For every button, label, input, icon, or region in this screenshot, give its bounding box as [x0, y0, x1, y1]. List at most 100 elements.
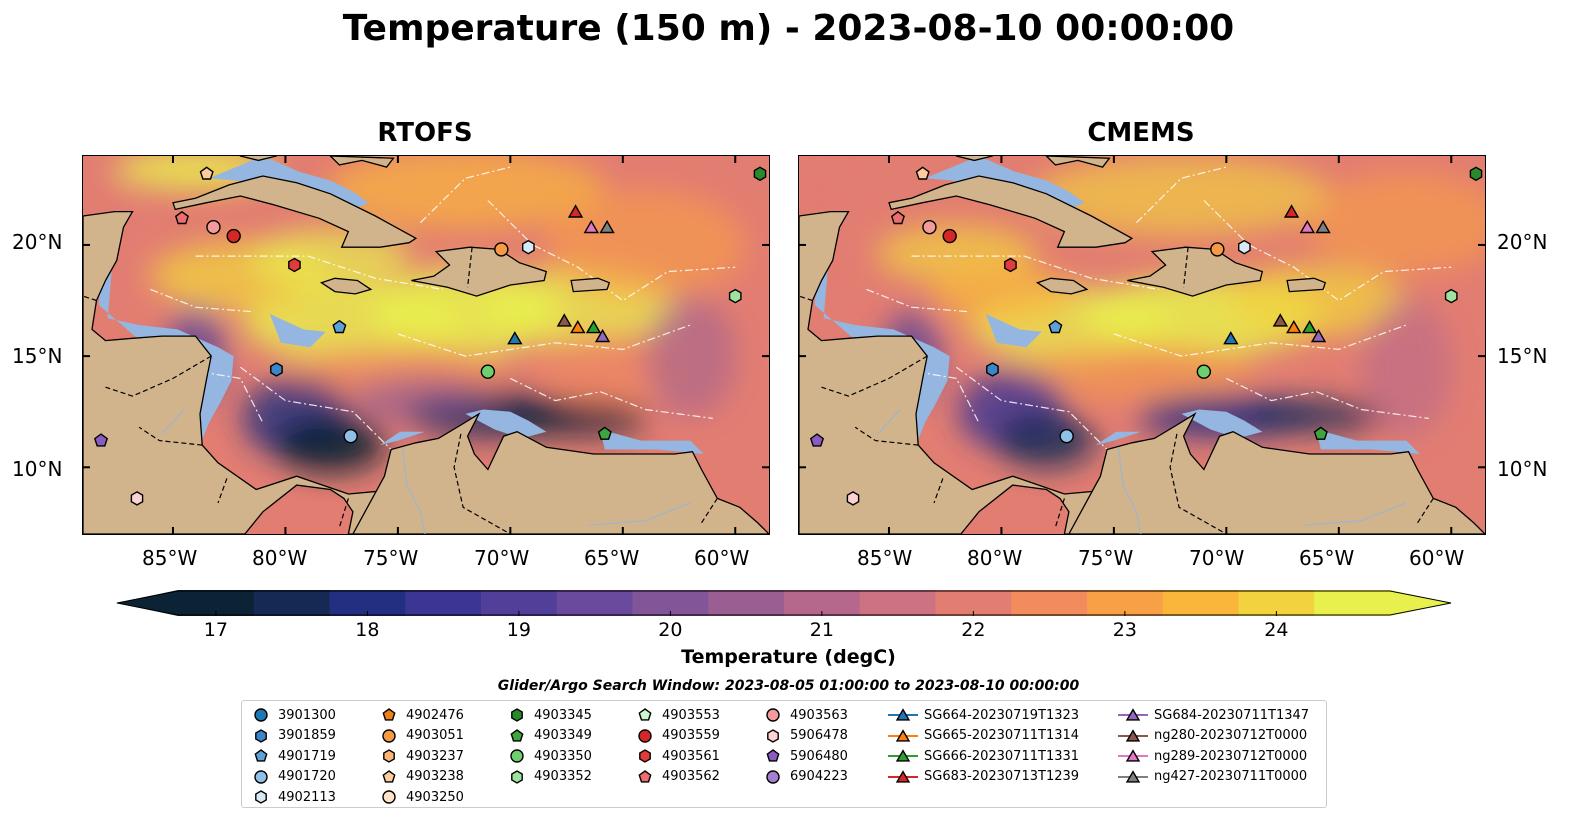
land-centralAmerica — [83, 210, 399, 534]
platform-marker-triangle — [1299, 219, 1316, 234]
colorbar — [116, 590, 1452, 616]
platform-marker-triangle — [599, 219, 615, 234]
platform-marker-hexagon — [753, 166, 767, 182]
legend-column: 4902476 4903051 4903237 4903238 4903250 — [378, 705, 464, 808]
platform-marker-pentagon — [199, 166, 214, 180]
argo-float-icon — [638, 708, 652, 721]
legend-column: 4903563 5906478 5906480 6904223 — [762, 705, 848, 787]
shallow-shelf — [985, 313, 1042, 348]
platform-marker-pentagon — [915, 166, 930, 180]
legend-label: ng289-20230712T0000 — [1154, 748, 1308, 764]
glider-track-icon — [1118, 769, 1148, 783]
platform-marker-hexagon — [1238, 239, 1251, 255]
platform-marker-hexagon — [1004, 257, 1017, 273]
legend-entry: ng427-20230711T0000 — [1118, 767, 1309, 788]
lon-label-70w-cmems: 70°W — [1189, 546, 1245, 570]
rivers — [161, 409, 691, 534]
colorbar-tick-label: 22 — [961, 619, 986, 641]
legend-entry: 4903250 — [378, 787, 464, 808]
lat-label-20n-left: 20°N — [12, 230, 63, 254]
land-bahamas — [1045, 156, 1111, 168]
shallow-shelf — [269, 313, 326, 348]
lon-label-80w-cmems: 80°W — [967, 546, 1023, 570]
land-hispaniola — [411, 246, 548, 297]
axis-ticks — [83, 156, 769, 534]
colorbar-segment — [708, 590, 785, 616]
platform-marker-hexagon — [288, 257, 301, 273]
legend-label: 4903350 — [534, 748, 592, 764]
panel-title-rtofs: RTOFS — [377, 118, 473, 148]
colorbar-extend-high — [1390, 590, 1452, 616]
argo-float-icon — [383, 749, 395, 764]
argo-float-icon — [254, 749, 268, 762]
legend-entry: SG684-20230711T1347 — [1118, 705, 1309, 726]
land-puertoRico — [1286, 277, 1327, 293]
legend-entry: 4903345 — [506, 705, 592, 726]
legend-entry: 4903352 — [506, 767, 592, 788]
argo-float-icon — [510, 728, 524, 742]
legend-label: 4903345 — [534, 707, 592, 723]
argo-float-icon — [255, 728, 267, 743]
glider-track-icon — [888, 749, 918, 762]
platform-marker-triangle — [1310, 328, 1327, 343]
legend-entry: 3901859 — [250, 726, 336, 747]
platform-marker-hexagon — [728, 288, 742, 304]
platform-marker-hexagon — [522, 239, 535, 255]
platform-marker-circle — [226, 228, 241, 244]
legend-entry: 4902476 — [378, 705, 464, 726]
argo-float-icon — [638, 769, 652, 783]
lat-label-20n-right: 20°N — [1497, 230, 1548, 254]
platform-marker-triangle — [1286, 320, 1302, 334]
platform-marker-hexagon — [1444, 288, 1458, 304]
platform-marker-circle — [343, 428, 358, 444]
legend-entry: 4901720 — [250, 767, 336, 788]
platform-marker-triangle — [556, 313, 573, 327]
platform-marker-circle — [1059, 428, 1074, 444]
platform-marker-pentagon — [809, 433, 825, 447]
lon-label-60w-cmems: 60°W — [1409, 546, 1465, 570]
lon-label-70w-rtofs: 70°W — [474, 546, 530, 570]
platform-marker-hexagon — [130, 491, 144, 506]
shallow-shelf — [465, 409, 547, 439]
legend-entry: SG665-20230711T1314 — [888, 726, 1079, 747]
argo-float-icon — [767, 728, 779, 743]
platform-marker-triangle — [585, 319, 602, 334]
argo-float-icon — [254, 708, 268, 722]
legend-entry: 5906480 — [762, 746, 848, 767]
legend-entry: 4903561 — [634, 746, 720, 767]
platform-marker-circle — [1196, 364, 1212, 379]
platform-marker-triangle — [583, 219, 600, 234]
legend-label: SG664-20230719T1323 — [924, 707, 1080, 723]
colorbar-segment — [556, 590, 634, 616]
legend-label: 4903349 — [534, 728, 592, 744]
colorbar-tick-label: 19 — [506, 619, 531, 641]
colorbar-tick-label: 21 — [809, 619, 834, 641]
legend-label: 4901719 — [278, 748, 336, 764]
platform-marker-triangle — [1301, 319, 1318, 334]
legend-entry: 4903563 — [762, 705, 848, 726]
colorbar-segment — [405, 590, 482, 616]
country-borders — [83, 247, 718, 534]
legend-entry: 4903237 — [378, 746, 464, 767]
legend-entry: 4902113 — [250, 787, 336, 808]
legend-label: SG684-20230711T1347 — [1154, 707, 1310, 723]
country-borders — [799, 247, 1434, 534]
argo-float-icon — [511, 708, 523, 723]
land-florida — [955, 156, 994, 162]
legend-label: 4903559 — [662, 728, 720, 744]
legend-entry: ng289-20230712T0000 — [1118, 746, 1309, 767]
lat-label-15n-right: 15°N — [1497, 344, 1548, 368]
lon-label-60w-rtofs: 60°W — [694, 546, 750, 570]
legend-column: SG684-20230711T1347 ng280-20230712T0000 ng… — [1118, 705, 1309, 787]
platform-marker-triangle — [570, 320, 586, 334]
legend-entry: 4901719 — [250, 746, 336, 767]
colorbar-tick-label: 18 — [355, 619, 380, 641]
colorbar-segment — [253, 590, 331, 616]
platform-marker-pentagon — [1313, 426, 1328, 440]
colorbar-extend-low — [116, 590, 178, 616]
platform-marker-pentagon — [597, 426, 612, 440]
argo-float-icon — [766, 770, 780, 784]
platform-marker-circle — [942, 228, 957, 244]
argo-float-icon — [382, 790, 396, 804]
platform-marker-triangle — [1283, 204, 1300, 218]
